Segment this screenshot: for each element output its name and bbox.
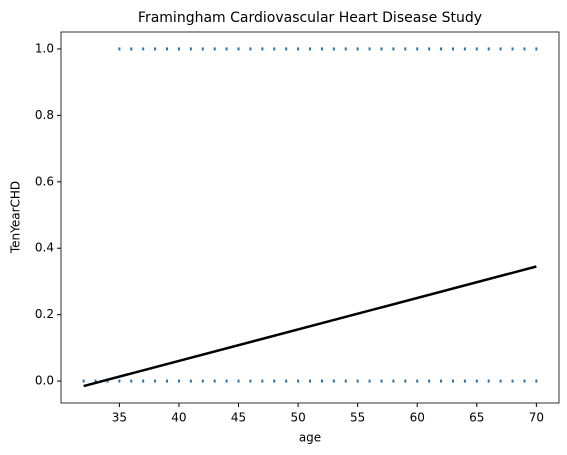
scatter-point	[320, 379, 323, 383]
scatter-point	[416, 47, 419, 51]
x-tick-label: 55	[350, 411, 365, 425]
y-tick-label: 0.2	[35, 307, 54, 321]
scatter-point	[380, 379, 383, 383]
scatter-point	[201, 379, 204, 383]
x-tick-label: 60	[410, 411, 425, 425]
scatter-point	[106, 379, 109, 383]
scatter-point	[118, 47, 121, 51]
scatter-point	[535, 47, 538, 51]
scatter-point	[428, 379, 431, 383]
scatter-point	[440, 47, 443, 51]
scatter-point	[380, 47, 383, 51]
scatter-point	[404, 47, 407, 51]
scatter-point	[297, 379, 300, 383]
scatter-point	[201, 47, 204, 51]
scatter-point	[523, 47, 526, 51]
scatter-point	[309, 47, 311, 51]
scatter-point	[225, 47, 228, 51]
scatter-point	[368, 47, 371, 51]
scatter-point	[392, 379, 395, 383]
scatter-point	[451, 47, 454, 51]
y-tick-label: 0.8	[35, 108, 54, 122]
scatter-point	[273, 379, 276, 383]
scatter-point	[344, 379, 347, 383]
scatter-point	[142, 379, 145, 383]
scatter-point	[177, 379, 180, 383]
x-tick-label: 45	[231, 411, 246, 425]
regression-line	[83, 265, 537, 388]
scatter-point	[392, 47, 395, 51]
scatter-point	[463, 379, 466, 383]
scatter-point	[118, 379, 121, 383]
x-tick-label: 35	[112, 411, 127, 425]
scatter-point	[225, 379, 228, 383]
scatter-point	[237, 379, 240, 383]
x-axis-label: age	[299, 431, 321, 445]
scatter-point	[487, 47, 490, 51]
scatter-point	[154, 47, 157, 51]
scatter-point	[356, 47, 359, 51]
scatter-point	[154, 379, 157, 383]
scatter-point	[475, 379, 478, 383]
scatter-point	[356, 379, 359, 383]
scatter-point	[511, 379, 514, 383]
x-tick-label: 40	[171, 411, 186, 425]
scatter-point	[213, 47, 216, 51]
scatter-point	[332, 379, 335, 383]
scatter-point	[166, 47, 169, 51]
scatter-point	[237, 47, 240, 51]
scatter-point	[297, 47, 300, 51]
scatter-point	[130, 379, 133, 383]
x-tick-label: 70	[529, 411, 544, 425]
scatter-point	[428, 47, 431, 51]
scatter-point	[487, 379, 490, 383]
scatter-point	[285, 379, 288, 383]
scatter-point	[249, 47, 252, 51]
scatter-point	[535, 379, 538, 383]
scatter-point	[285, 47, 288, 51]
y-tick-label: 1.0	[35, 41, 54, 55]
scatter-point	[320, 47, 323, 51]
scatter-point	[309, 379, 311, 383]
chart-title: Framingham Cardiovascular Heart Disease …	[138, 10, 482, 26]
scatter-point	[82, 379, 85, 383]
scatter-point	[177, 47, 180, 51]
scatter-point	[523, 379, 526, 383]
scatter-point	[463, 47, 466, 51]
scatter-point	[189, 47, 192, 51]
x-tick-label: 65	[469, 411, 484, 425]
scatter-point	[130, 47, 133, 51]
scatter-point	[273, 47, 276, 51]
y-axis-label: TenYearCHD	[9, 181, 23, 254]
scatter-point	[499, 47, 502, 51]
scatter-point	[213, 379, 216, 383]
scatter-point	[332, 47, 335, 51]
scatter-point	[499, 379, 502, 383]
y-tick-label: 0.0	[35, 374, 54, 388]
scatter-point	[94, 379, 97, 383]
scatter-point	[261, 379, 264, 383]
plot-frame	[60, 31, 560, 404]
scatter-point	[416, 379, 419, 383]
scatter-point	[475, 47, 478, 51]
scatter-point	[404, 379, 407, 383]
scatter-point	[368, 379, 371, 383]
y-tick-label: 0.4	[35, 241, 54, 255]
scatter-point	[440, 379, 443, 383]
scatter-point	[249, 379, 252, 383]
scatter-point	[189, 379, 192, 383]
scatter-point	[166, 379, 169, 383]
y-tick-label: 0.6	[35, 174, 54, 188]
scatter-point	[511, 47, 514, 51]
x-tick-label: 50	[290, 411, 305, 425]
scatter-point	[142, 47, 145, 51]
scatter-point	[261, 47, 264, 51]
scatter-point	[451, 379, 454, 383]
scatter-point	[344, 47, 347, 51]
